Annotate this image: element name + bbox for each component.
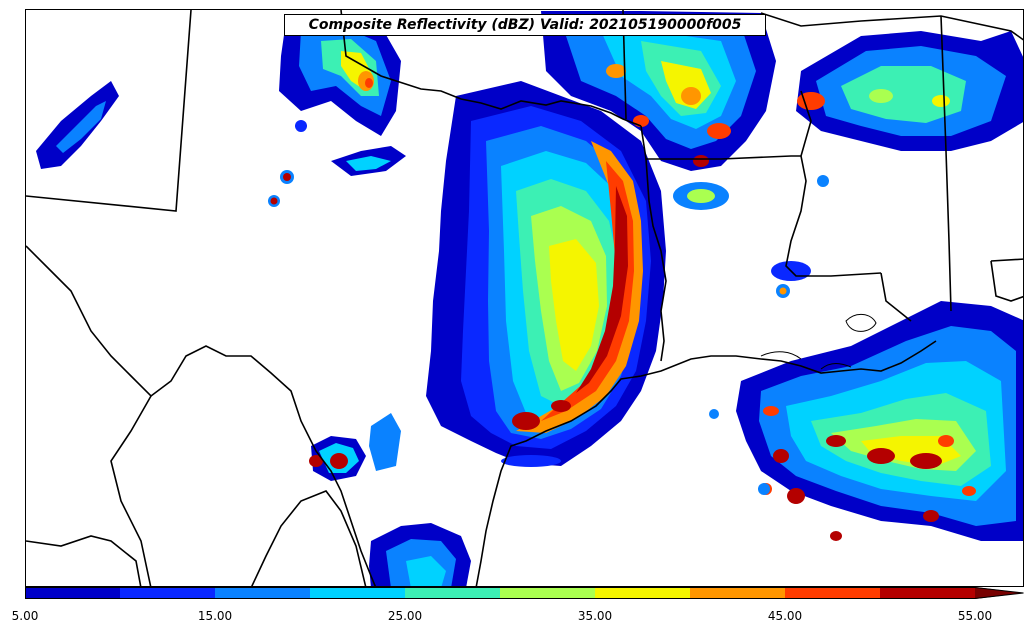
radar-reflectivity-layer	[36, 11, 1023, 586]
colorbar-bin	[785, 587, 880, 599]
storm-line-texas-yellow	[549, 239, 599, 371]
colorbar-bin	[215, 587, 310, 599]
colorbar-bin	[690, 587, 785, 599]
colorbar-bin	[310, 587, 405, 599]
map-title: Composite Reflectivity (dBZ) Valid: 2021…	[284, 14, 766, 36]
map-canvas	[26, 10, 1023, 586]
map-panel	[25, 9, 1024, 587]
colorbar-tick-label: 5.00	[11, 609, 39, 623]
colorbar-tick-label: 45.00	[767, 609, 803, 623]
colorbar-bin	[120, 587, 215, 599]
colorbar-outline	[25, 587, 1024, 599]
state-borders	[26, 10, 1023, 586]
colorbar-bin	[595, 587, 690, 599]
colorbar-tick-label: 25.00	[387, 609, 423, 623]
colorbar-bin	[405, 587, 500, 599]
storm-line-core-darkred	[576, 186, 628, 393]
colorbar-tick-label: 35.00	[577, 609, 613, 623]
colorbar-tick-label: 15.00	[197, 609, 233, 623]
colorbar-tick-label: 55.00	[957, 609, 993, 623]
colorbar-bin	[25, 587, 120, 599]
colorbar	[25, 587, 1024, 599]
coastline-detail	[760, 314, 877, 370]
colorbar-bin	[880, 587, 975, 599]
colorbar-bin	[500, 587, 595, 599]
storm-line-core-red	[541, 161, 634, 421]
colorbar-extend-arrow	[975, 587, 1024, 599]
